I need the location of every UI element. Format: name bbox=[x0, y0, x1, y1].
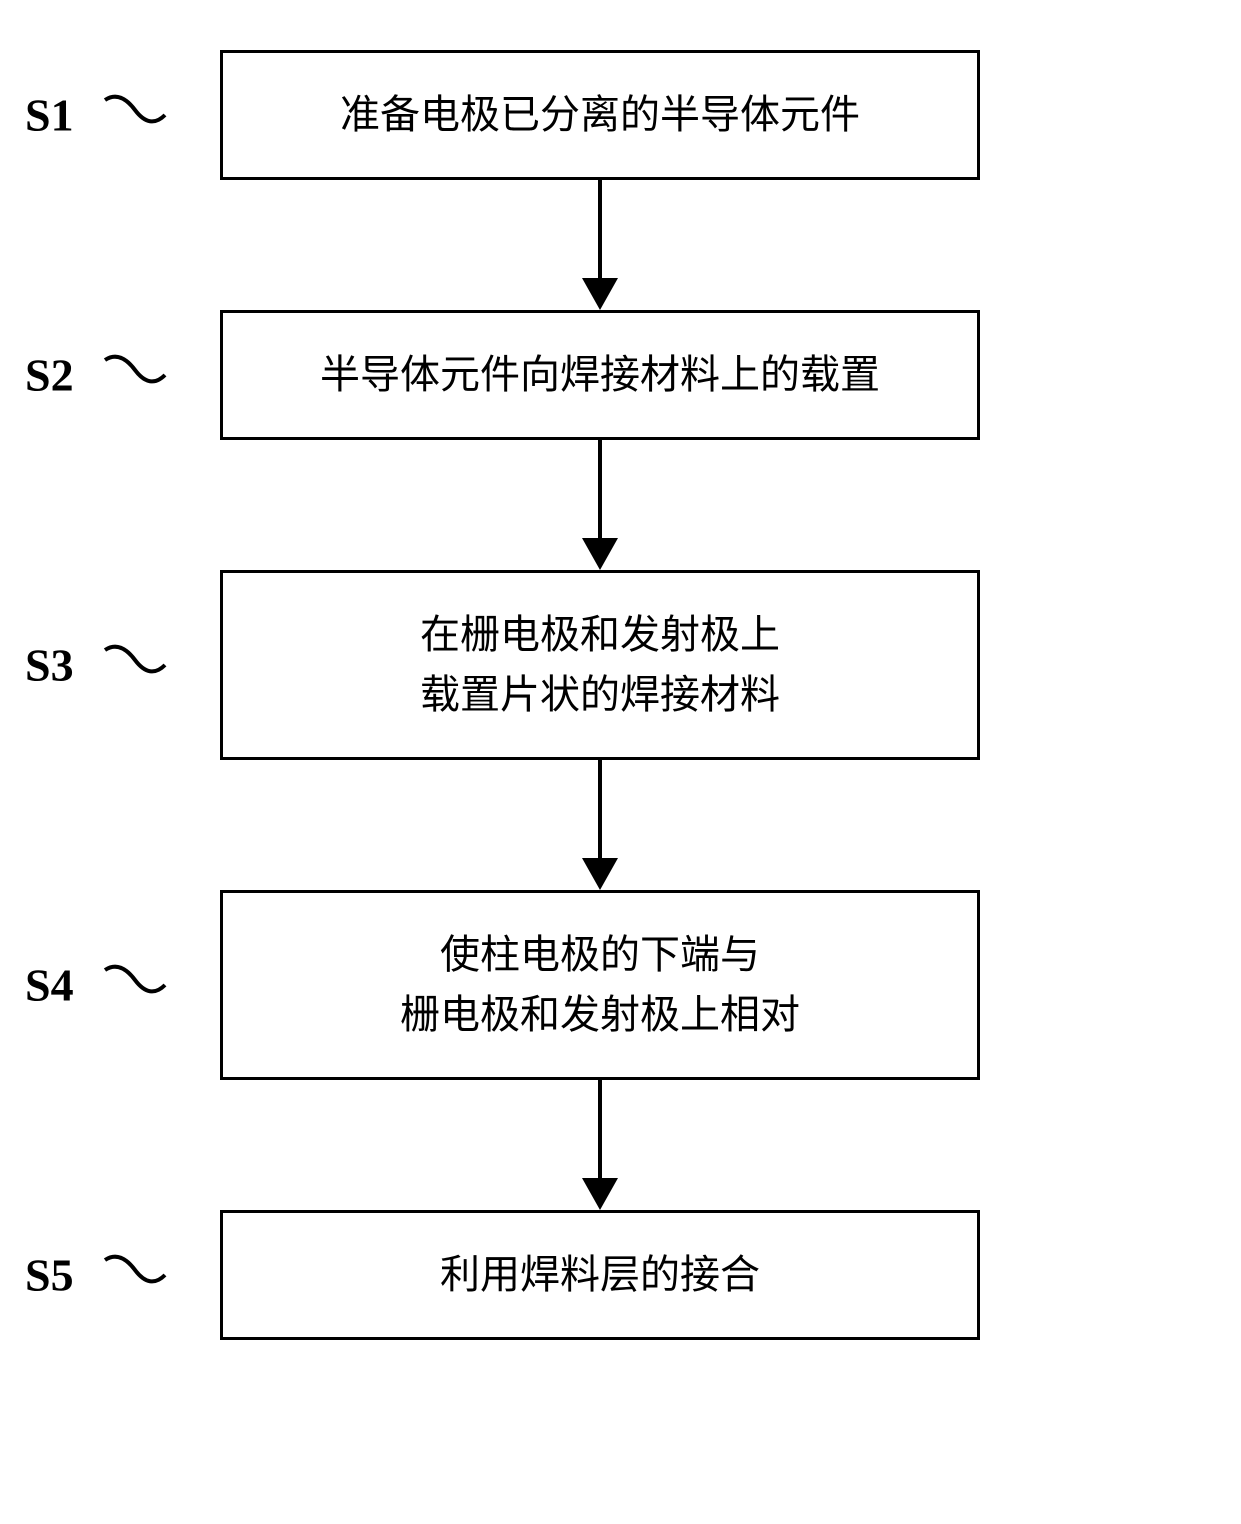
arrow-head-icon bbox=[582, 858, 618, 890]
step-label-s4: S4 bbox=[25, 959, 74, 1012]
step-box-s2: 半导体元件向焊接材料上的载置 bbox=[220, 310, 980, 440]
arrow-line bbox=[598, 760, 602, 860]
wave-connector-icon bbox=[100, 955, 170, 1015]
step-text-s2: 半导体元件向焊接材料上的载置 bbox=[320, 345, 880, 405]
flowchart-container: S1 准备电极已分离的半导体元件 S2 半导体元件向焊接材料上的载置 S3 在栅… bbox=[160, 50, 1060, 1340]
step-label-s1: S1 bbox=[25, 89, 74, 142]
wave-connector-icon bbox=[100, 1245, 170, 1305]
arrow-s4-s5 bbox=[220, 1080, 980, 1210]
step-label-s5: S5 bbox=[25, 1249, 74, 1302]
arrow-head-icon bbox=[582, 538, 618, 570]
step-box-s1: 准备电极已分离的半导体元件 bbox=[220, 50, 980, 180]
wave-connector-icon bbox=[100, 85, 170, 145]
step-text-s4: 使柱电极的下端与 栅电极和发射极上相对 bbox=[400, 925, 800, 1045]
arrow-line bbox=[598, 1080, 602, 1180]
step-label-s2: S2 bbox=[25, 349, 74, 402]
step-s3: S3 在栅电极和发射极上 载置片状的焊接材料 bbox=[160, 570, 1060, 760]
arrow-line bbox=[598, 180, 602, 280]
step-text-s3: 在栅电极和发射极上 载置片状的焊接材料 bbox=[420, 605, 780, 725]
wave-connector-icon bbox=[100, 635, 170, 695]
step-text-s5: 利用焊料层的接合 bbox=[440, 1245, 760, 1305]
step-box-s3: 在栅电极和发射极上 载置片状的焊接材料 bbox=[220, 570, 980, 760]
step-s4: S4 使柱电极的下端与 栅电极和发射极上相对 bbox=[160, 890, 1060, 1080]
arrow-s3-s4 bbox=[220, 760, 980, 890]
arrow-head-icon bbox=[582, 278, 618, 310]
step-box-s5: 利用焊料层的接合 bbox=[220, 1210, 980, 1340]
arrow-head-icon bbox=[582, 1178, 618, 1210]
step-text-s1: 准备电极已分离的半导体元件 bbox=[340, 85, 860, 145]
step-s2: S2 半导体元件向焊接材料上的载置 bbox=[160, 310, 1060, 440]
arrow-s1-s2 bbox=[220, 180, 980, 310]
wave-connector-icon bbox=[100, 345, 170, 405]
step-label-s3: S3 bbox=[25, 639, 74, 692]
step-s1: S1 准备电极已分离的半导体元件 bbox=[160, 50, 1060, 180]
arrow-s2-s3 bbox=[220, 440, 980, 570]
arrow-line bbox=[598, 440, 602, 540]
step-s5: S5 利用焊料层的接合 bbox=[160, 1210, 1060, 1340]
step-box-s4: 使柱电极的下端与 栅电极和发射极上相对 bbox=[220, 890, 980, 1080]
